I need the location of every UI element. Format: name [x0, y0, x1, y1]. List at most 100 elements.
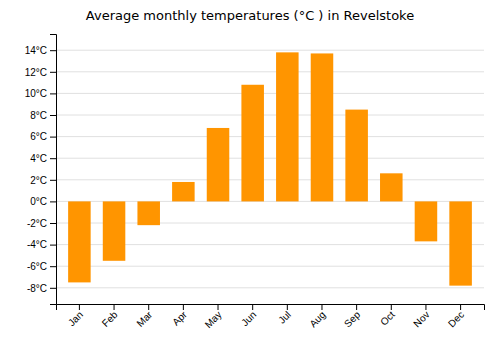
tick: 4°C — [30, 153, 56, 164]
bar — [241, 85, 264, 202]
bar — [449, 201, 472, 285]
grid-line — [56, 50, 484, 51]
tick: Oct — [378, 304, 397, 328]
bar — [380, 173, 403, 201]
tick-mark — [79, 304, 80, 310]
tick-label: 8°C — [30, 110, 47, 121]
tick-mark — [50, 158, 56, 159]
grid-line — [56, 287, 484, 288]
bar — [345, 110, 368, 202]
tick-mark — [287, 304, 288, 310]
tick-label: -6°C — [27, 261, 47, 272]
tick-mark — [425, 304, 426, 310]
grid-line — [56, 71, 484, 72]
plot: -8°C -6°C -4°C -2°C 0°C 2°C 4°C 6°C 8°C 10°C 12°C 1… — [25, 35, 485, 331]
tick-label: Aug — [307, 309, 327, 329]
title: Average monthly temperatures (°C ) in Re… — [86, 8, 414, 23]
tick: -8°C — [27, 283, 56, 294]
tick-label: Feb — [100, 309, 120, 329]
tick-mark — [50, 201, 56, 202]
tick-mark — [50, 223, 56, 224]
tick-label: Nov — [411, 309, 431, 329]
tick: 10°C — [25, 88, 56, 99]
tick: Aug — [307, 304, 327, 329]
grid-line — [56, 179, 484, 180]
tick-mark — [252, 304, 253, 310]
y-axis: -8°C -6°C -4°C -2°C 0°C 2°C 4°C 6°C 8°C 10°C 12°C 1… — [25, 35, 57, 305]
tick-label: 2°C — [30, 175, 47, 186]
tick-label: Jun — [239, 309, 258, 328]
grid-line — [56, 93, 484, 94]
tick-mark — [50, 50, 56, 51]
tick-mark — [50, 288, 56, 289]
tick-mark — [114, 304, 115, 310]
tick: Sep — [342, 304, 363, 329]
tick: Feb — [100, 304, 120, 329]
tick: 8°C — [30, 110, 56, 121]
tick-mark — [460, 304, 461, 310]
tick-mark — [50, 72, 56, 73]
tick: -6°C — [27, 261, 56, 272]
tick: Jun — [239, 304, 258, 328]
tick-label: -8°C — [27, 283, 47, 294]
tick-label: 4°C — [30, 153, 47, 164]
grid-line — [56, 266, 484, 267]
tick-label: May — [203, 309, 224, 330]
tick-label: -2°C — [27, 218, 47, 229]
tick: 14°C — [25, 45, 56, 56]
tick-mark — [50, 115, 56, 116]
tick: Nov — [411, 304, 431, 329]
tick: 2°C — [30, 175, 56, 186]
tick-label: Sep — [342, 309, 363, 330]
x-axis: Jan Feb Mar Apr May Jun Jul Aug Sep Oct Nov Dec — [57, 304, 485, 330]
bar — [172, 182, 195, 201]
tick-label: 14°C — [25, 45, 47, 56]
grid-line — [56, 136, 484, 137]
tick-label: Oct — [378, 309, 397, 328]
tick: Dec — [446, 304, 466, 329]
grid-line — [56, 158, 484, 159]
grid-line — [56, 115, 484, 116]
tick-label: Apr — [170, 308, 189, 327]
bar — [68, 201, 91, 282]
bar — [311, 53, 334, 201]
tick-mark — [50, 137, 56, 138]
tick-label: 12°C — [25, 67, 47, 78]
axis-line — [50, 35, 57, 305]
bar — [207, 128, 230, 201]
tick-label: 6°C — [30, 131, 47, 142]
tick-label: 10°C — [25, 88, 47, 99]
bar — [415, 201, 438, 241]
axis-line — [57, 305, 485, 311]
tick: Jul — [276, 304, 293, 326]
tick-mark — [356, 304, 357, 310]
tick-mark — [50, 266, 56, 267]
tick-label: Jan — [66, 309, 85, 328]
tick-label: 0°C — [30, 196, 47, 207]
tick: Apr — [170, 304, 189, 328]
bars — [68, 52, 472, 285]
tick-mark — [391, 304, 392, 310]
tick: Mar — [134, 304, 154, 329]
tick-label: -4°C — [27, 239, 47, 250]
tick: 6°C — [30, 131, 56, 142]
tick: -2°C — [27, 218, 56, 229]
tick: -4°C — [27, 239, 56, 250]
grid — [56, 50, 484, 288]
tick-mark — [50, 180, 56, 181]
tick-mark — [148, 304, 149, 310]
tick-mark — [50, 93, 56, 94]
tick: 12°C — [25, 67, 56, 78]
tick-label: Jul — [276, 309, 293, 326]
bar — [103, 201, 126, 260]
bar — [276, 52, 299, 201]
tick-mark — [321, 304, 322, 310]
bar — [137, 201, 160, 225]
chart: Average monthly temperatures (°C ) in Re… — [0, 0, 500, 350]
tick: May — [203, 304, 224, 330]
tick-mark — [218, 304, 219, 310]
tick-label: Mar — [134, 308, 154, 328]
tick-mark — [50, 245, 56, 246]
tick: 0°C — [30, 196, 56, 207]
tick: Jan — [66, 304, 85, 328]
